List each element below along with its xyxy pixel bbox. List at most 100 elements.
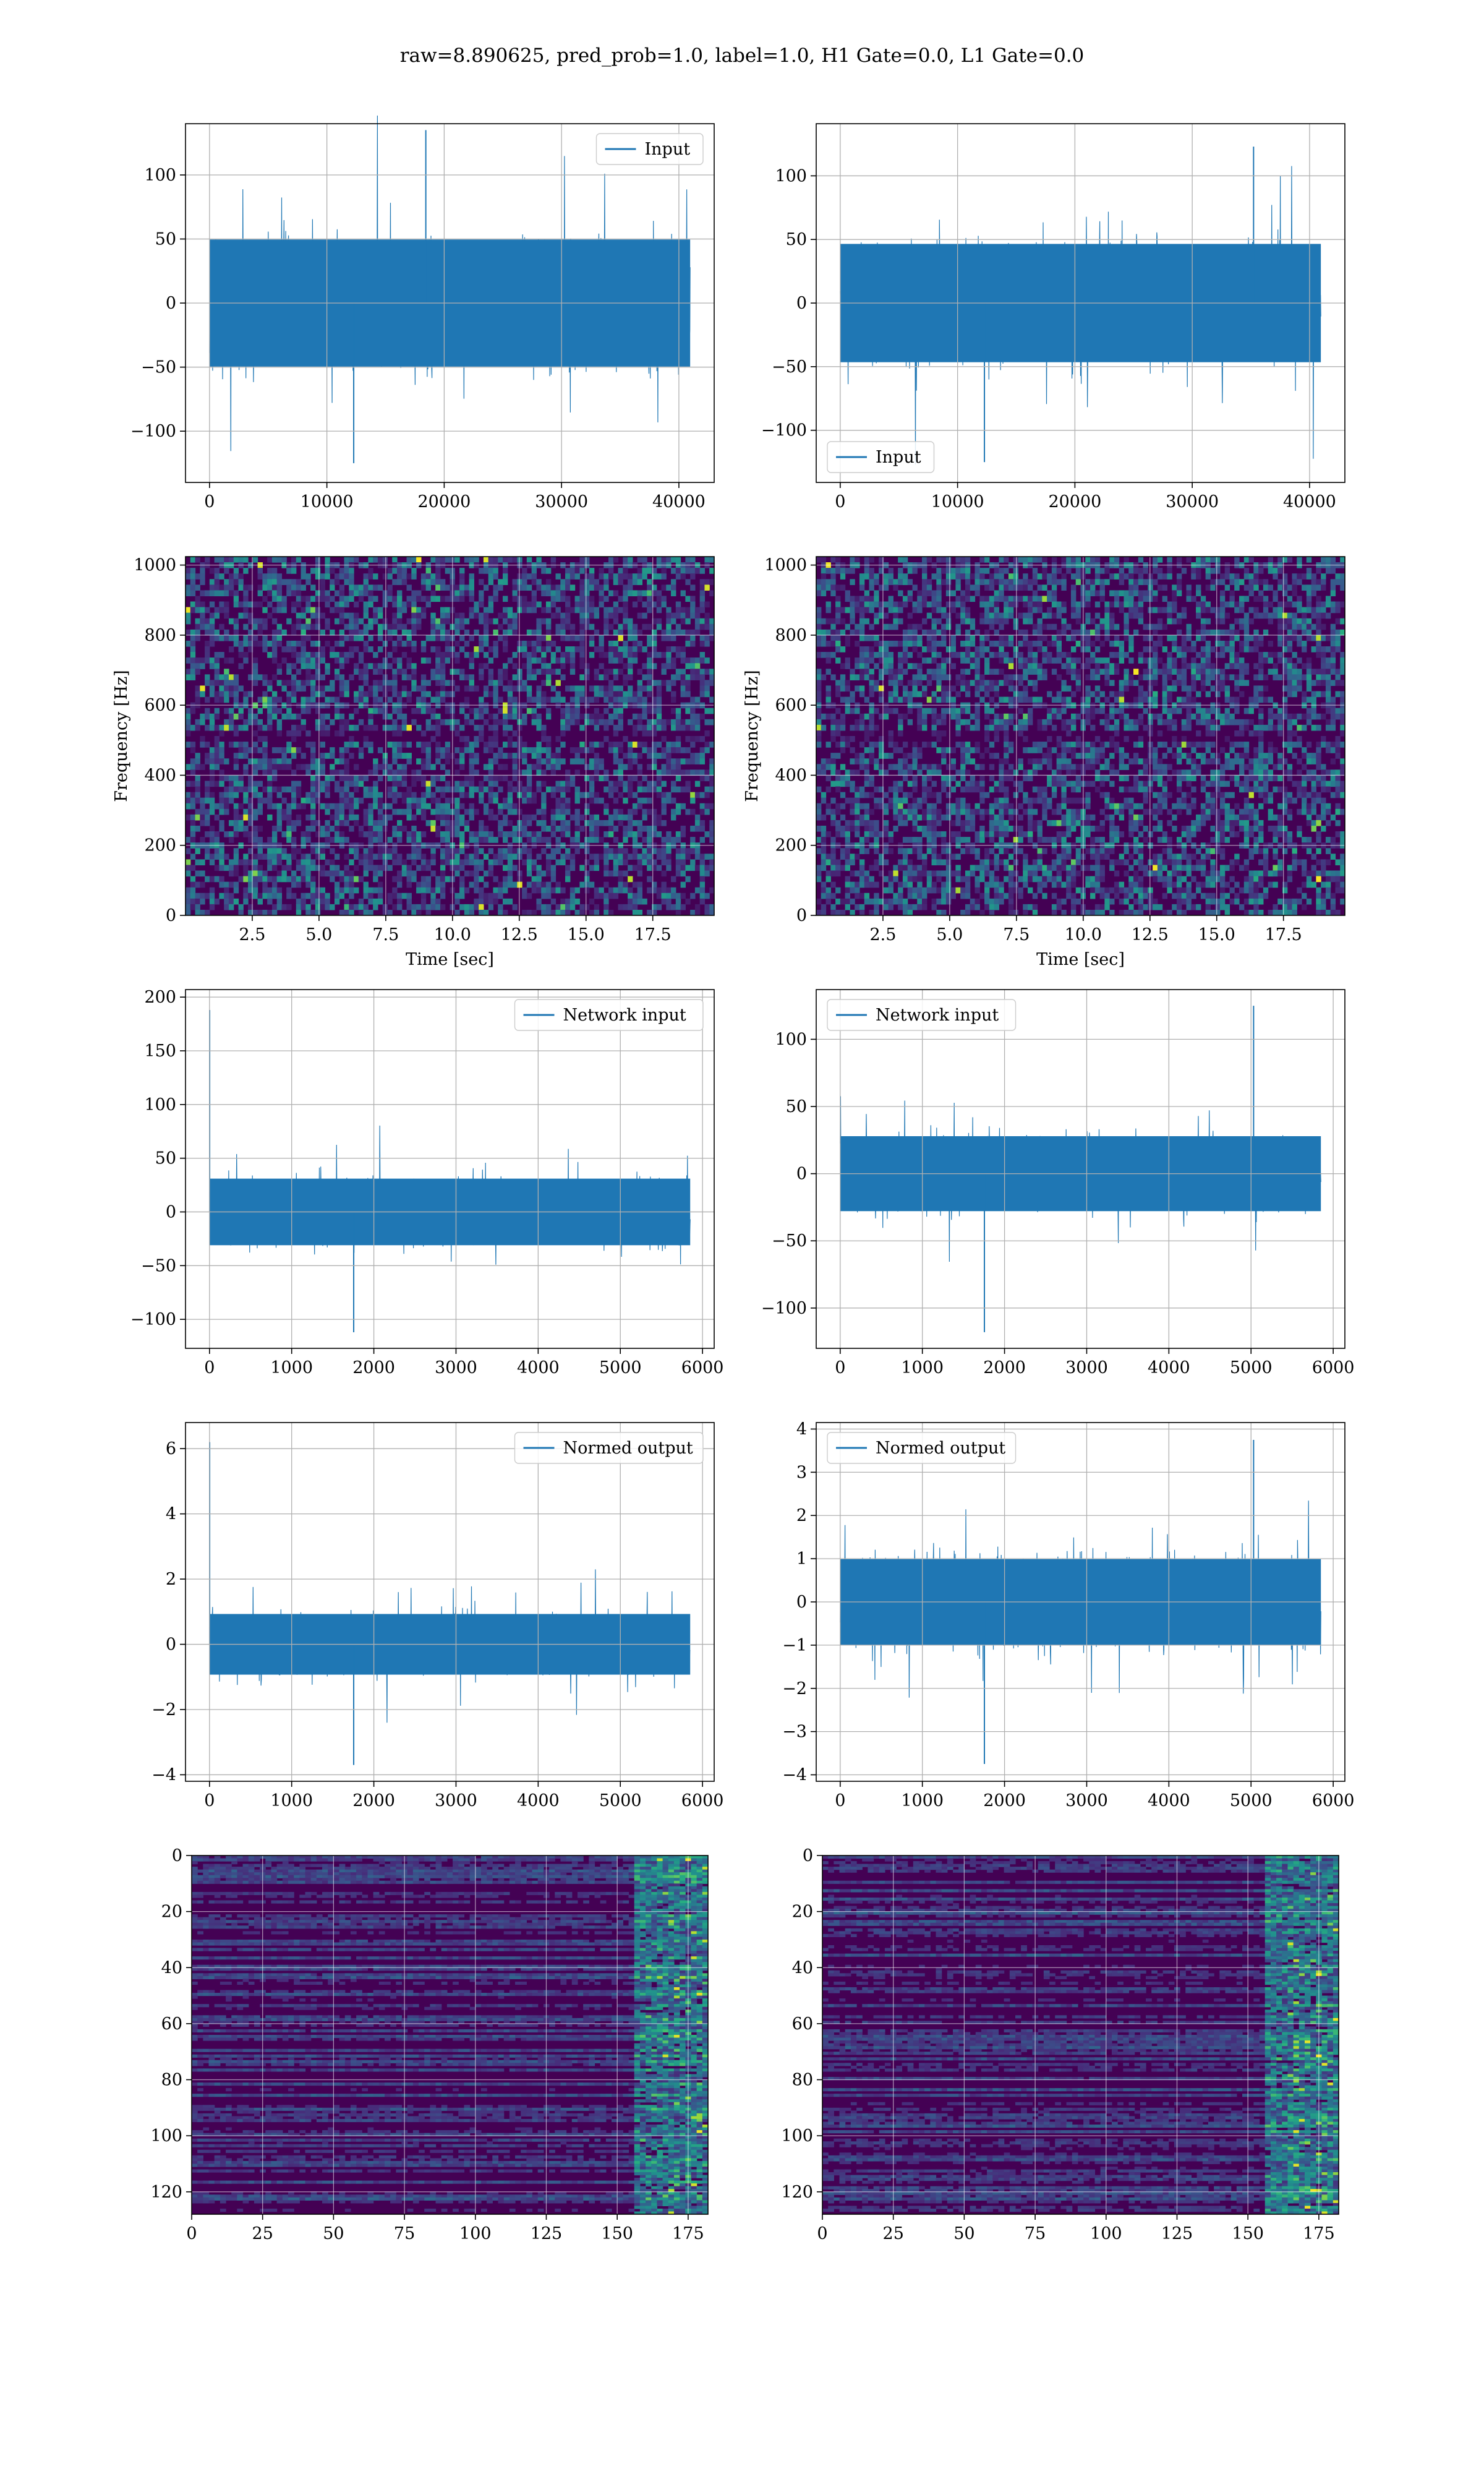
x-tick-label: 17.5 (634, 925, 672, 944)
x-tick-label: 4000 (1148, 1358, 1190, 1377)
x-tick-label: 5.0 (305, 925, 332, 944)
x-tick-label: 17.5 (1265, 925, 1302, 944)
x-tick-label: 12.5 (1132, 925, 1169, 944)
x-tick-label: 0 (204, 1791, 215, 1810)
x-tick-label: 5.0 (936, 925, 963, 944)
x-tick-label: 100 (1090, 2224, 1122, 2243)
x-tick-label: 12.5 (501, 925, 538, 944)
y-tick-label: −4 (782, 1766, 807, 1785)
chart-spectrogram-right: 2.5 5.0 7.5 10.0 12.5 15.0 17.5 0 200 400 600 800 10… (743, 556, 1345, 969)
y-tick-label: 0 (166, 1635, 176, 1654)
axes-frame (822, 1855, 1339, 2215)
y-tick-label: −50 (772, 357, 807, 377)
x-tick-label: 175 (672, 2224, 704, 2243)
y-tick-label: 0 (166, 1202, 176, 1222)
x-tick-label: 3000 (1065, 1358, 1108, 1377)
x-tick-label: 3000 (435, 1791, 477, 1810)
x-tick-label: 2.5 (869, 925, 896, 944)
y-tick-label: 100 (775, 166, 807, 186)
y-tick-label: 0 (166, 294, 176, 313)
y-tick-label: 80 (161, 2071, 182, 2090)
axes-frame (816, 556, 1345, 916)
x-tick-label: 25 (883, 2224, 904, 2243)
legend: Normed output (514, 1432, 704, 1464)
y-tick-label: 60 (792, 2014, 813, 2034)
legend-box (514, 1432, 704, 1464)
x-tick-label: 1000 (270, 1358, 313, 1377)
x-tick-label: 4000 (1148, 1791, 1190, 1810)
x-tick-label: 10000 (931, 492, 984, 511)
legend-label: Network input (563, 1006, 686, 1025)
x-tick-label: 6000 (681, 1358, 724, 1377)
chart-network-input-left: 0 1000 2000 3000 4000 5000 6000 −100 −50 0 50 100 15… (130, 988, 724, 1377)
axes-frame (185, 989, 715, 1349)
y-tick-label: 200 (775, 836, 807, 855)
x-tick-label: 125 (1161, 2224, 1193, 2243)
x-axis-label: Time [sec] (1036, 950, 1125, 969)
y-tick-label: 20 (792, 1903, 813, 1922)
y-tick-label: −100 (761, 421, 807, 440)
legend-box (827, 441, 935, 473)
x-tick-label: 5000 (1230, 1791, 1273, 1810)
x-tick-label: 6000 (1312, 1791, 1355, 1810)
y-tick-label: 20 (161, 1903, 182, 1922)
chart-feature-map-right: 0 25 50 75 100 125 150 175 0 20 40 60 80 100 120 (781, 1846, 1339, 2243)
y-tick-label: 6 (166, 1439, 176, 1458)
legend: Network input (827, 999, 1017, 1031)
x-tick-label: 15.0 (1198, 925, 1235, 944)
y-tick-label: −50 (141, 358, 176, 377)
x-tick-label: 175 (1303, 2224, 1335, 2243)
x-tick-label: 5000 (1230, 1358, 1273, 1377)
legend-label: Normed output (563, 1439, 693, 1458)
y-tick-label: 100 (144, 1095, 176, 1115)
legend-box (595, 133, 704, 165)
y-tick-label: −50 (772, 1231, 807, 1251)
y-tick-label: 120 (150, 2183, 182, 2202)
y-tick-label: 1000 (134, 556, 176, 575)
x-tick-label: 75 (394, 2224, 415, 2243)
chart-normed-output-right: 0 1000 2000 3000 4000 5000 6000 −4 −3 −2 −1 0 1 2 3 4 No… (782, 1419, 1354, 1810)
x-tick-label: 6000 (1312, 1358, 1355, 1377)
y-tick-label: 2 (166, 1570, 176, 1589)
x-tick-label: 10000 (301, 492, 354, 511)
y-tick-label: 0 (166, 906, 176, 925)
legend: Input (827, 441, 935, 473)
x-tick-label: 7.5 (1003, 925, 1030, 944)
axes-frame (816, 989, 1345, 1349)
y-tick-label: 100 (781, 2126, 813, 2146)
y-tick-label: −2 (151, 1700, 176, 1719)
x-tick-label: 1000 (901, 1791, 944, 1810)
chart-network-input-right: 0 1000 2000 3000 4000 5000 6000 −100 −50 0 50 100 Ne… (761, 989, 1355, 1377)
x-tick-label: 40000 (1283, 492, 1336, 511)
x-tick-label: 2000 (352, 1358, 395, 1377)
x-tick-label: 1000 (270, 1791, 313, 1810)
y-tick-label: 400 (144, 766, 176, 785)
y-tick-label: 400 (775, 766, 807, 785)
y-tick-label: 2 (796, 1506, 807, 1525)
x-tick-label: 5000 (599, 1358, 642, 1377)
x-tick-label: 50 (953, 2224, 974, 2243)
x-tick-label: 4000 (517, 1358, 560, 1377)
x-tick-label: 0 (835, 1791, 845, 1810)
y-tick-label: 1 (796, 1549, 807, 1569)
x-tick-label: 20000 (1048, 492, 1101, 511)
y-tick-label: 600 (144, 696, 176, 715)
y-tick-label: 40 (161, 1958, 182, 1977)
y-tick-label: 200 (144, 988, 176, 1007)
y-tick-label: 800 (775, 626, 807, 645)
x-tick-label: 15.0 (568, 925, 605, 944)
x-tick-label: 0 (204, 492, 215, 511)
y-tick-label: −50 (141, 1256, 176, 1275)
y-tick-label: 0 (796, 906, 807, 925)
x-tick-label: 30000 (1166, 492, 1219, 511)
x-tick-label: 1000 (901, 1358, 944, 1377)
legend-box (827, 999, 1017, 1031)
legend-label: Input (645, 140, 691, 159)
y-tick-label: 100 (144, 166, 176, 185)
y-tick-label: 0 (796, 1165, 807, 1184)
y-tick-label: 4 (796, 1419, 807, 1439)
axes-frame (185, 1422, 715, 1782)
x-tick-label: 0 (204, 1358, 215, 1377)
y-tick-label: 100 (150, 2126, 182, 2146)
axes-frame (191, 1855, 709, 2215)
